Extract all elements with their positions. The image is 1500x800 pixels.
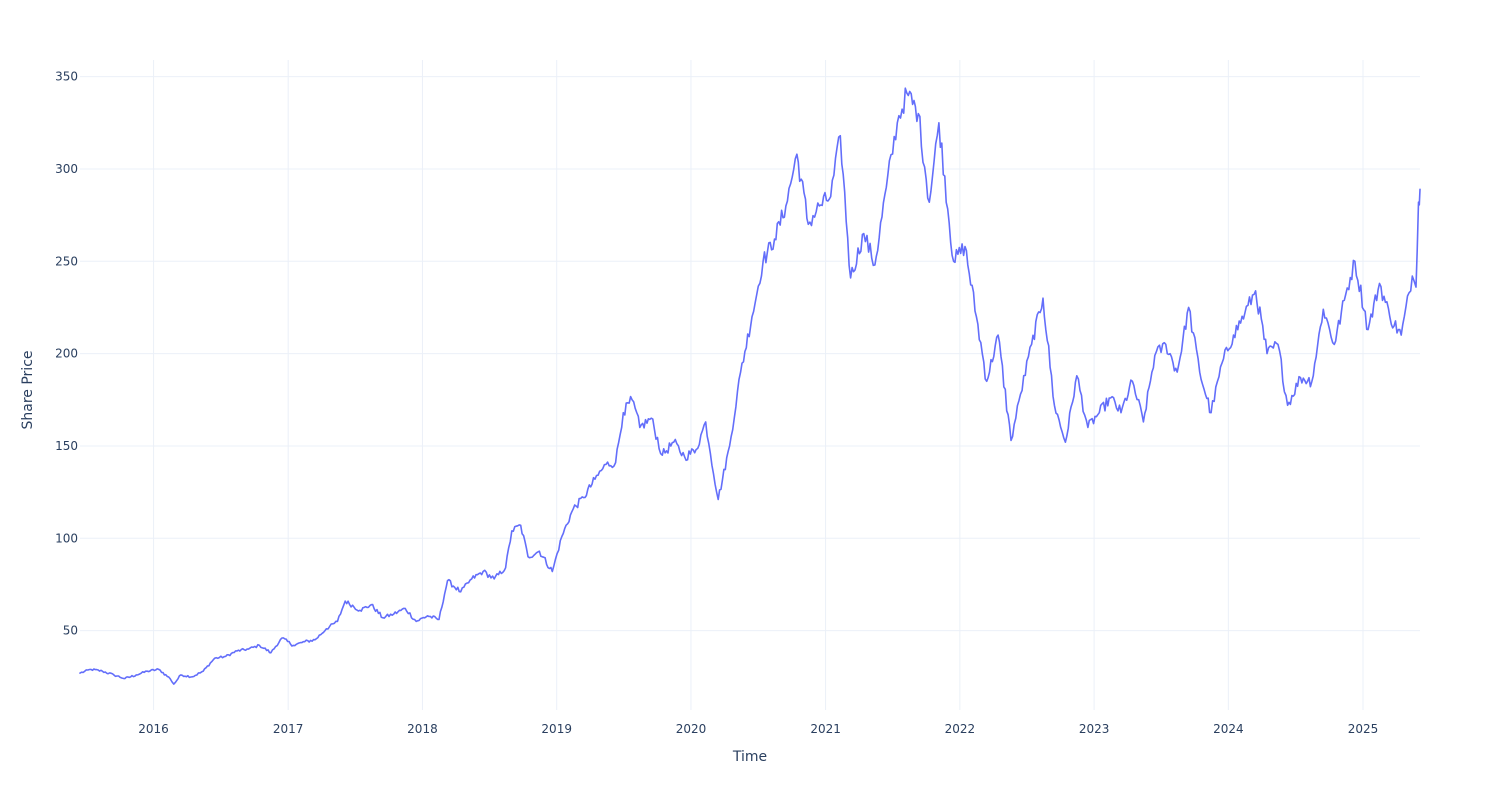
x-tick-label-2021: 2021 — [810, 722, 841, 736]
x-tick-label-2022: 2022 — [945, 722, 976, 736]
y-tick-labels: 50 100 150 200 250 300 350 — [55, 70, 78, 638]
x-gridlines — [153, 60, 1364, 710]
x-tick-label-2019: 2019 — [541, 722, 572, 736]
x-tick-label-2020: 2020 — [676, 722, 707, 736]
y-gridlines — [80, 76, 1420, 632]
y-tick-label-100: 100 — [55, 531, 78, 545]
x-tick-label-2016: 2016 — [138, 722, 169, 736]
y-tick-label-150: 150 — [55, 439, 78, 453]
y-tick-label-300: 300 — [55, 162, 78, 176]
y-tick-label-50: 50 — [63, 624, 78, 638]
x-axis-title: Time — [732, 749, 767, 765]
y-tick-label-250: 250 — [55, 254, 78, 268]
x-tick-labels: 2016 2017 2018 2019 2020 2021 2022 2023 2024 2025 — [138, 722, 1378, 736]
price-series-line — [79, 87, 1421, 685]
y-tick-label-200: 200 — [55, 347, 78, 361]
x-tick-label-2017: 2017 — [273, 722, 304, 736]
x-tick-label-2024: 2024 — [1213, 722, 1244, 736]
y-tick-label-350: 350 — [55, 70, 78, 84]
x-tick-label-2025: 2025 — [1348, 722, 1379, 736]
y-axis-title: Share Price — [20, 350, 36, 429]
x-tick-label-2023: 2023 — [1079, 722, 1110, 736]
x-tick-label-2018: 2018 — [407, 722, 438, 736]
series-layer — [79, 87, 1421, 685]
